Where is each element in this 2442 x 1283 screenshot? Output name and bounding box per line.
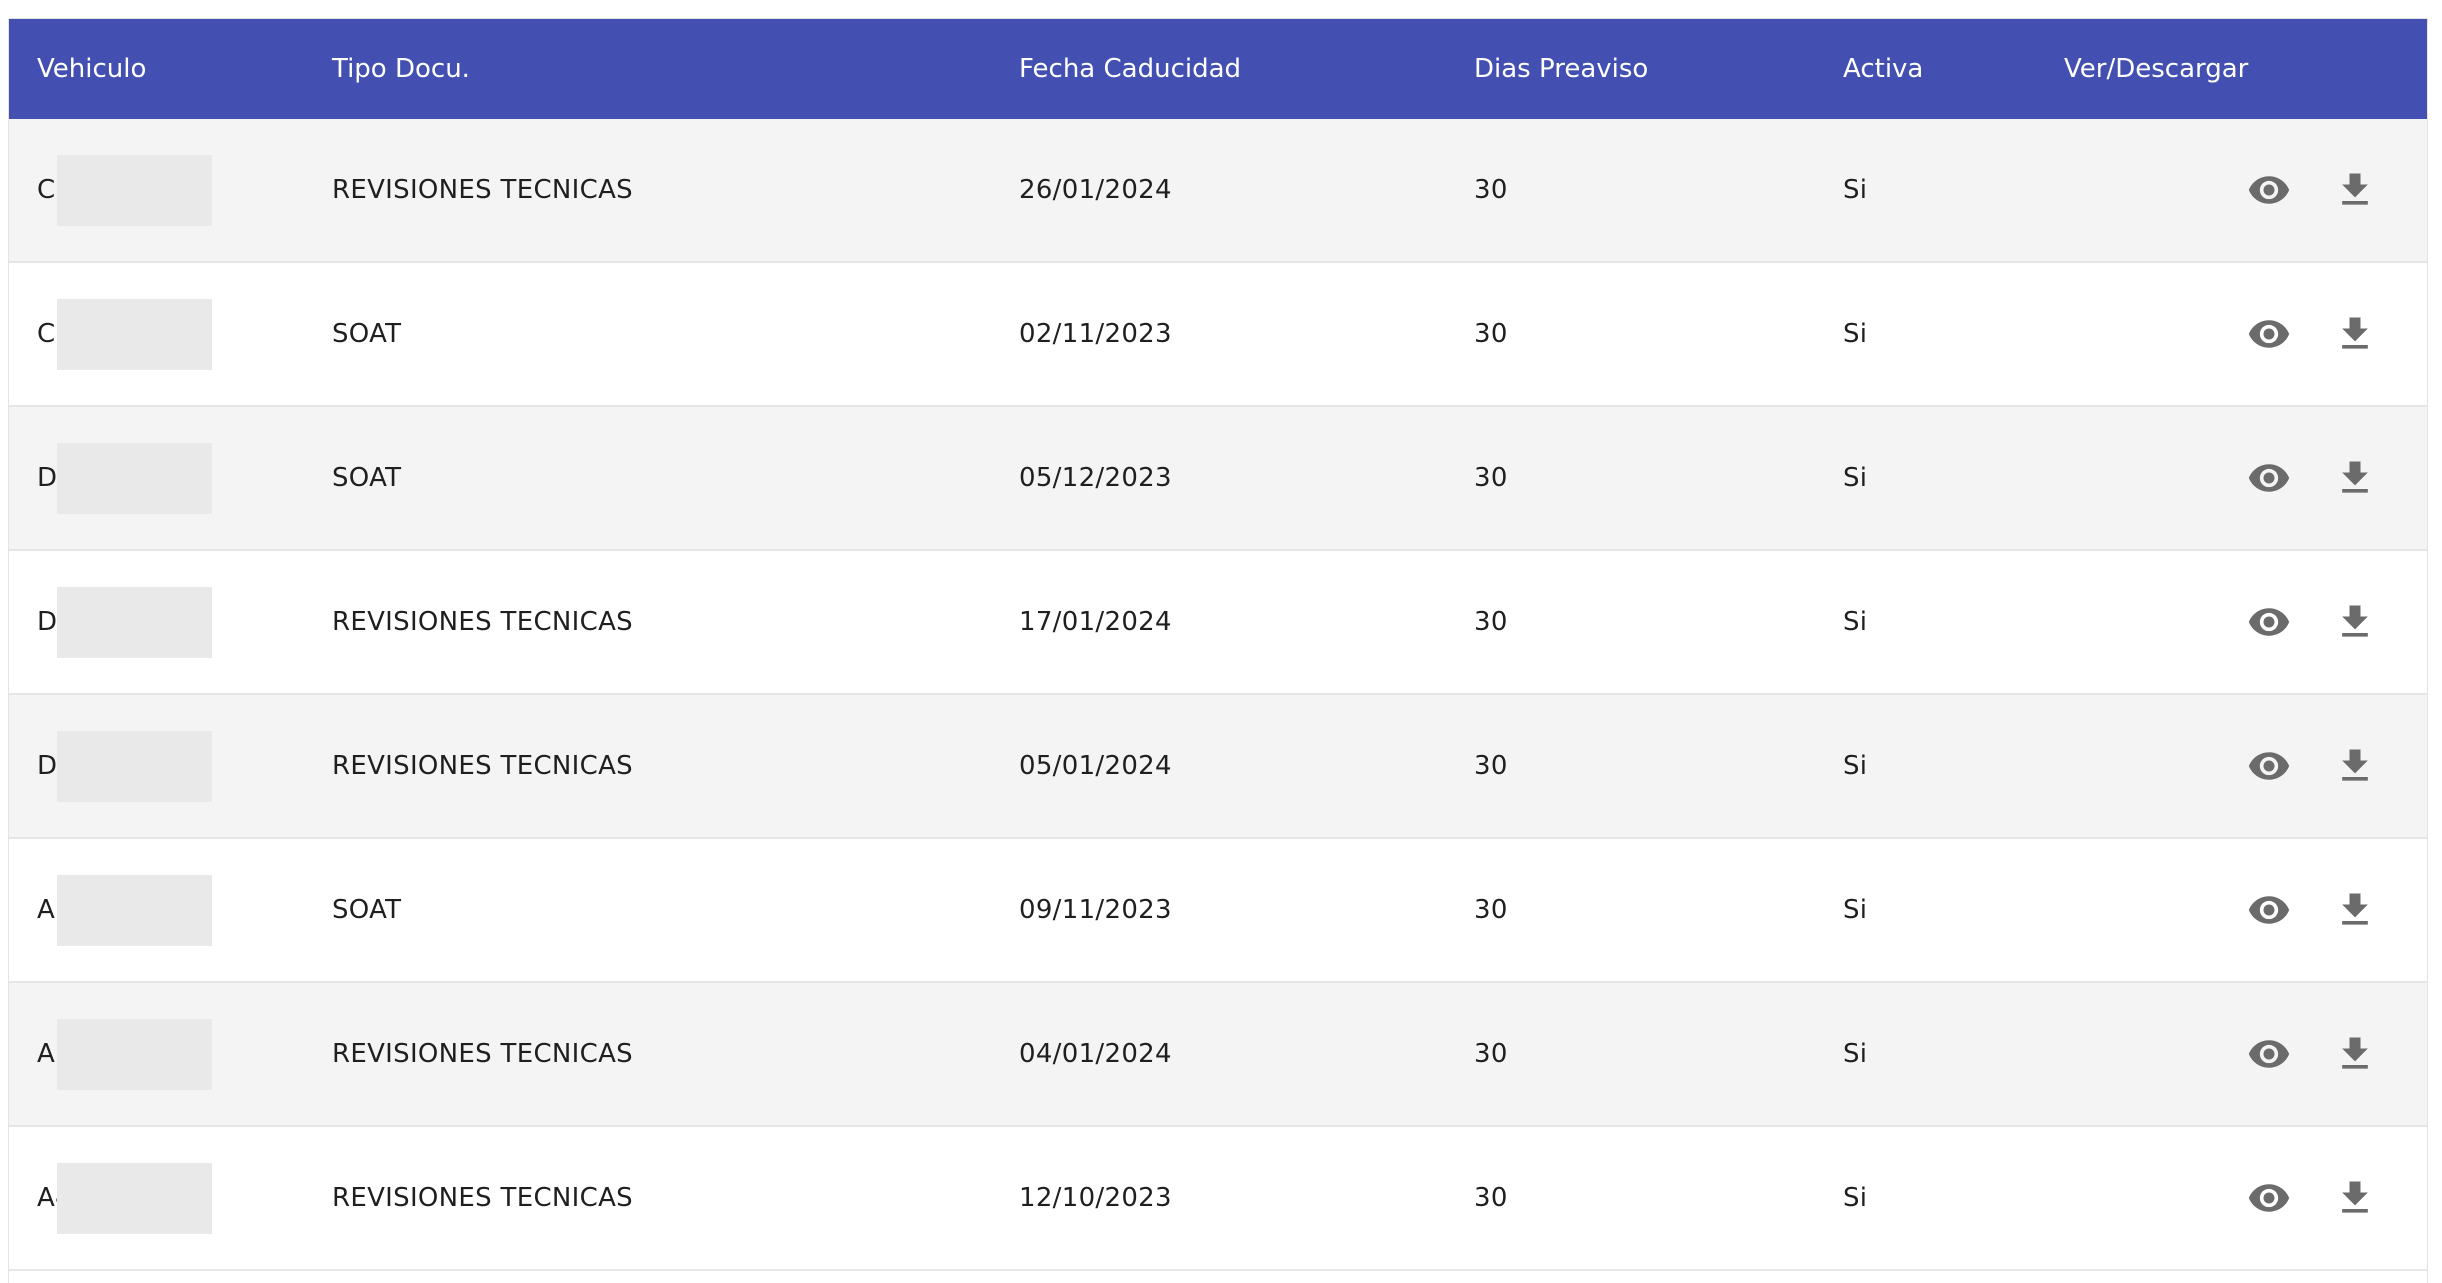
download-icon[interactable] (2331, 454, 2379, 502)
table-row: C SOAT 02/11/2023 30 Si (9, 263, 2427, 407)
cell-dias-preaviso: 30 (1474, 175, 1508, 205)
redacted-plate (57, 731, 212, 802)
cell-activa: Si (1843, 463, 1868, 493)
eye-icon[interactable] (2245, 1030, 2293, 1078)
cell-dias-preaviso: 30 (1474, 607, 1508, 637)
table-row: Al REVISIONES TECNICAS 04/01/2024 30 Si (9, 983, 2427, 1127)
eye-icon[interactable] (2245, 886, 2293, 934)
eye-icon[interactable] (2245, 454, 2293, 502)
cell-dias-preaviso: 30 (1474, 463, 1508, 493)
table-body: C REVISIONES TECNICAS 26/01/2024 30 Si C… (9, 119, 2427, 1271)
table-row: C REVISIONES TECNICAS 26/01/2024 30 Si (9, 119, 2427, 263)
eye-icon[interactable] (2245, 742, 2293, 790)
cell-vehiculo: D (37, 463, 58, 493)
cell-dias-preaviso: 30 (1474, 319, 1508, 349)
cell-fecha-caducidad: 05/12/2023 (1019, 463, 1172, 493)
cell-fecha-caducidad: 26/01/2024 (1019, 175, 1172, 205)
column-header-fecha[interactable]: Fecha Caducidad (1019, 54, 1242, 84)
column-header-vehiculo[interactable]: Vehiculo (37, 54, 147, 84)
column-header-tipo[interactable]: Tipo Docu. (332, 54, 470, 84)
cell-tipo-documento: REVISIONES TECNICAS (332, 1183, 633, 1213)
download-icon[interactable] (2331, 1030, 2379, 1078)
table-row: D REVISIONES TECNICAS 17/01/2024 30 Si (9, 551, 2427, 695)
redacted-plate (57, 299, 212, 370)
cell-activa: Si (1843, 1039, 1868, 1069)
cell-fecha-caducidad: 04/01/2024 (1019, 1039, 1172, 1069)
redacted-plate (57, 1163, 212, 1234)
download-icon[interactable] (2331, 1174, 2379, 1222)
cell-vehiculo: D (37, 607, 58, 637)
cell-dias-preaviso: 30 (1474, 1039, 1508, 1069)
cell-fecha-caducidad: 02/11/2023 (1019, 319, 1172, 349)
cell-activa: Si (1843, 1183, 1868, 1213)
table-row: Al SOAT 09/11/2023 30 Si (9, 839, 2427, 983)
cell-tipo-documento: REVISIONES TECNICAS (332, 751, 633, 781)
documents-table: Vehiculo Tipo Docu. Fecha Caducidad Dias… (8, 18, 2428, 1283)
redacted-plate (57, 443, 212, 514)
redacted-plate (57, 155, 212, 226)
table-header: Vehiculo Tipo Docu. Fecha Caducidad Dias… (9, 19, 2427, 119)
cell-fecha-caducidad: 05/01/2024 (1019, 751, 1172, 781)
eye-icon[interactable] (2245, 166, 2293, 214)
table-row: D SOAT 05/12/2023 30 Si (9, 407, 2427, 551)
cell-vehiculo: C (37, 175, 56, 205)
cell-activa: Si (1843, 607, 1868, 637)
eye-icon[interactable] (2245, 310, 2293, 358)
cell-fecha-caducidad: 12/10/2023 (1019, 1183, 1172, 1213)
redacted-plate (57, 1019, 212, 1090)
column-header-ver-descargar: Ver/Descargar (2064, 54, 2249, 84)
cell-tipo-documento: REVISIONES TECNICAS (332, 175, 633, 205)
cell-tipo-documento: REVISIONES TECNICAS (332, 607, 633, 637)
download-icon[interactable] (2331, 598, 2379, 646)
column-header-dias[interactable]: Dias Preaviso (1474, 54, 1649, 84)
eye-icon[interactable] (2245, 598, 2293, 646)
cell-tipo-documento: SOAT (332, 463, 402, 493)
redacted-plate (57, 587, 212, 658)
cell-activa: Si (1843, 319, 1868, 349)
cell-vehiculo: C (37, 319, 56, 349)
download-icon[interactable] (2331, 166, 2379, 214)
cell-tipo-documento: SOAT (332, 319, 402, 349)
table-row: A4 REVISIONES TECNICAS 12/10/2023 30 Si (9, 1127, 2427, 1271)
cell-dias-preaviso: 30 (1474, 895, 1508, 925)
cell-tipo-documento: SOAT (332, 895, 402, 925)
cell-activa: Si (1843, 175, 1868, 205)
cell-activa: Si (1843, 751, 1868, 781)
download-icon[interactable] (2331, 886, 2379, 934)
cell-fecha-caducidad: 09/11/2023 (1019, 895, 1172, 925)
redacted-plate (57, 875, 212, 946)
table-row: D REVISIONES TECNICAS 05/01/2024 30 Si (9, 695, 2427, 839)
cell-fecha-caducidad: 17/01/2024 (1019, 607, 1172, 637)
eye-icon[interactable] (2245, 1174, 2293, 1222)
cell-vehiculo: D (37, 751, 58, 781)
cell-tipo-documento: REVISIONES TECNICAS (332, 1039, 633, 1069)
cell-activa: Si (1843, 895, 1868, 925)
download-icon[interactable] (2331, 310, 2379, 358)
cell-dias-preaviso: 30 (1474, 1183, 1508, 1213)
column-header-activa[interactable]: Activa (1843, 54, 1924, 84)
download-icon[interactable] (2331, 742, 2379, 790)
cell-dias-preaviso: 30 (1474, 751, 1508, 781)
